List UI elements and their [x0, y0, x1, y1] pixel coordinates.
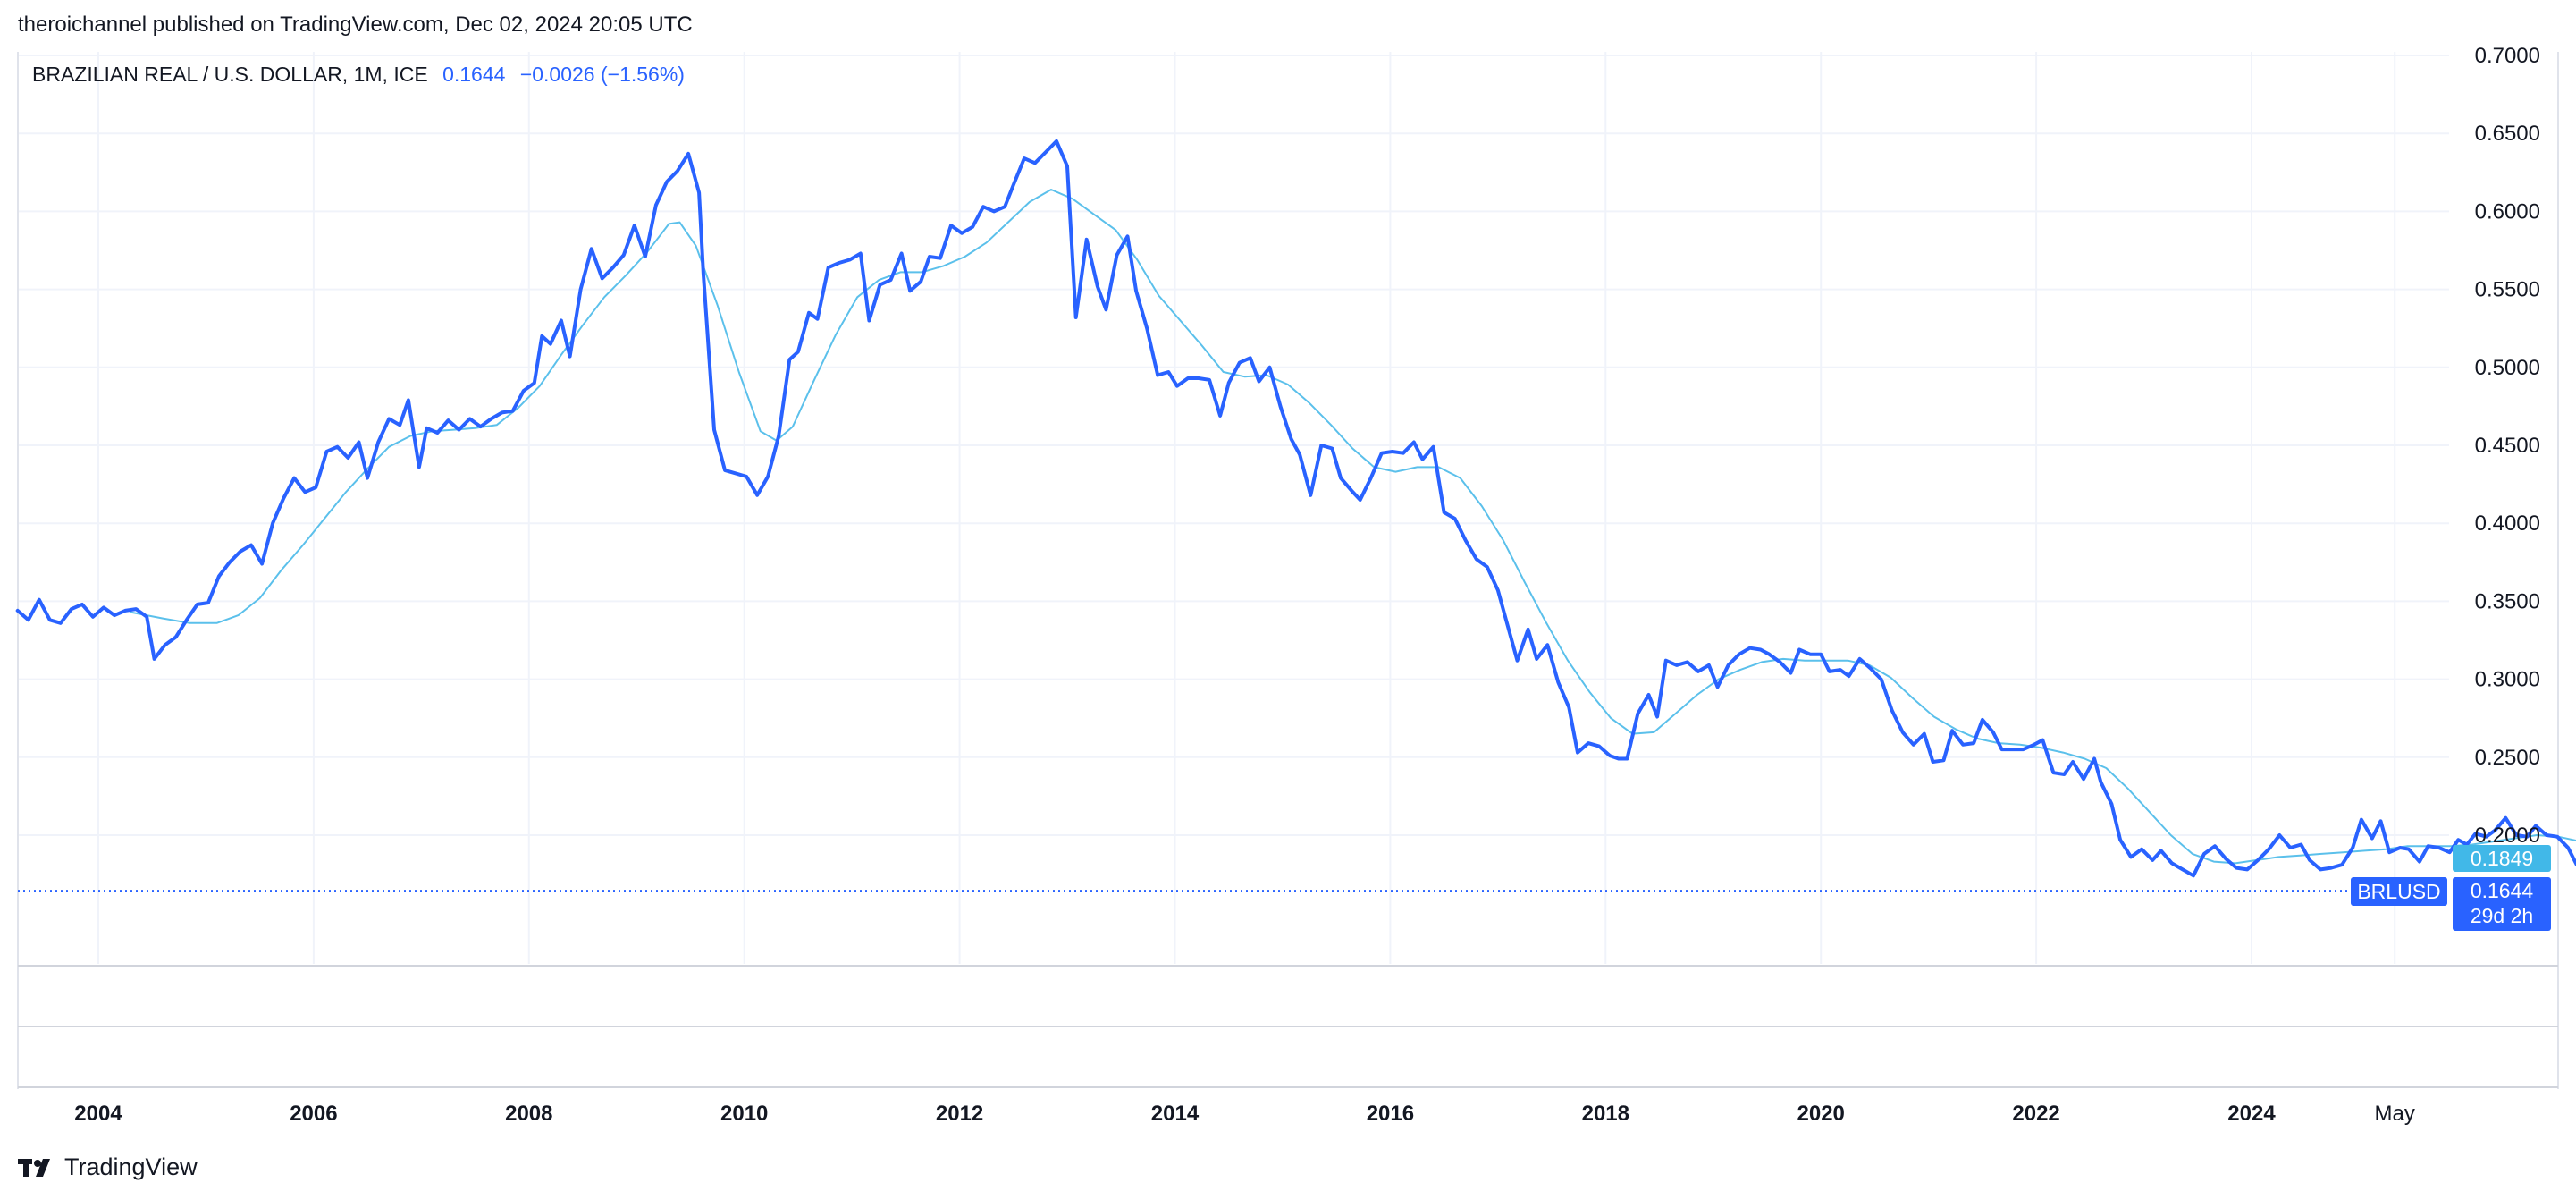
x-tick-label: 2010	[720, 1102, 768, 1126]
x-tick-label: 2006	[290, 1102, 337, 1126]
countdown-tag-text: 29d 2h	[2471, 904, 2533, 927]
x-axis[interactable]: 2004 2006 2008 2010 2012 2014 2016 2018 2020 2022…	[74, 1102, 2415, 1126]
y-tick-label: 0.5500	[2475, 278, 2540, 302]
y-tick-label: 0.2000	[2475, 824, 2540, 848]
last-value-tag	[2453, 877, 2551, 931]
x-tick-label: 2008	[505, 1102, 552, 1126]
moving-average-line	[130, 189, 2576, 865]
y-tick-label: 0.5000	[2475, 356, 2540, 380]
legend-title: BRAZILIAN REAL / U.S. DOLLAR, 1M, ICE	[32, 63, 428, 86]
y-tick-label: 0.6500	[2475, 122, 2540, 146]
published-by-text: theroichannel published on TradingView.c…	[18, 13, 693, 37]
x-tick-label: 2018	[1582, 1102, 1629, 1126]
legend-last-value: 0.1644	[442, 63, 506, 86]
y-tick-label: 0.3500	[2475, 589, 2540, 613]
y-tick-label: 0.6000	[2475, 199, 2540, 224]
tradingview-logo-icon	[18, 1158, 50, 1177]
x-tick-label: 2014	[1151, 1102, 1200, 1126]
price-series-line	[15, 139, 2576, 878]
y-axis[interactable]: 0.2000 0.2500 0.3000 0.3500 0.4000 0.4500 0.50…	[2475, 44, 2540, 848]
x-tick-label: 2012	[936, 1102, 983, 1126]
x-tick-label-may: May	[2375, 1102, 2415, 1126]
x-tick-label: 2020	[1797, 1102, 1845, 1126]
x-tick-label: 2016	[1367, 1102, 1414, 1126]
x-tick-label: 2024	[2227, 1102, 2276, 1126]
price-tags: 0.1849 BRLUSD 0.1644 29d 2h	[2351, 845, 2551, 931]
last-value-tag-text: 0.1644	[2471, 879, 2534, 902]
y-tick-label: 0.2500	[2475, 746, 2540, 770]
series-layer	[15, 139, 2576, 878]
legend-change: −0.0026 (−1.56%)	[519, 63, 685, 86]
brand-name: TradingView	[64, 1154, 198, 1180]
chart-grid	[18, 52, 2449, 964]
symbol-tag	[2351, 877, 2447, 906]
ma-value-tag-text: 0.1849	[2471, 847, 2533, 870]
y-tick-label: 0.4000	[2475, 511, 2540, 536]
chart-legend: BRAZILIAN REAL / U.S. DOLLAR, 1M, ICE 0.…	[32, 63, 685, 87]
x-tick-label: 2022	[2012, 1102, 2059, 1126]
chart-frame	[17, 52, 2559, 1089]
symbol-tag-text: BRLUSD	[2357, 880, 2440, 903]
ma-value-tag	[2453, 845, 2551, 872]
y-tick-label: 0.3000	[2475, 668, 2540, 692]
tradingview-brand[interactable]: TradingView	[18, 1154, 198, 1181]
x-tick-label: 2004	[74, 1102, 122, 1126]
y-tick-label: 0.4500	[2475, 434, 2540, 458]
y-tick-label: 0.7000	[2475, 44, 2540, 68]
